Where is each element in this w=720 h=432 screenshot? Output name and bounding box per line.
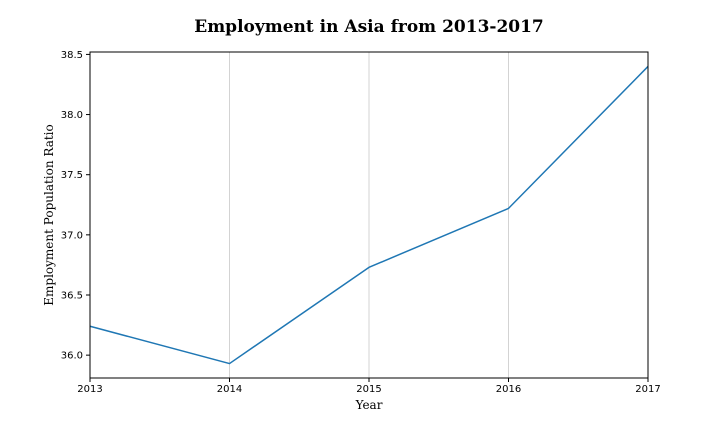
y-tick-label: 36.0 (61, 351, 83, 362)
x-tick-label: 2013 (77, 384, 102, 395)
series-line (89, 65, 649, 365)
x-tick-label: 2016 (496, 384, 521, 395)
y-tick-label: 37.5 (61, 170, 83, 181)
y-tick-label: 38.5 (61, 50, 83, 61)
y-tick-label: 38.0 (61, 110, 83, 121)
x-tick-label: 2017 (635, 384, 660, 395)
grid-layer (229, 52, 509, 378)
x-tick-label: 2014 (217, 384, 242, 395)
y-tick-label: 37.0 (61, 230, 83, 241)
tick-layer: 2013 2014 2015 2016 2017 36.0 36.5 37.0 37.5 38.0… (61, 50, 661, 395)
x-axis-label: Year (355, 398, 383, 412)
chart-title: Employment in Asia from 2013-2017 (194, 17, 544, 37)
y-axis-label: Employment Population Ratio (42, 124, 56, 306)
x-tick-label: 2015 (356, 384, 381, 395)
series-layer (89, 65, 649, 365)
y-tick-label: 36.5 (61, 290, 83, 301)
